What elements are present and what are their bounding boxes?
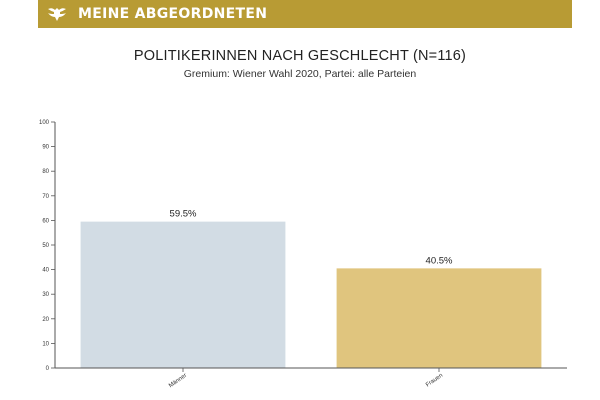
y-tick-label-20: 20 <box>42 317 49 323</box>
eagle-icon <box>48 8 66 21</box>
y-tick-label-70: 70 <box>42 194 49 200</box>
y-tick-label-60: 60 <box>42 218 49 224</box>
chart-subtitle: Gremium: Wiener Wahl 2020, Partei: alle … <box>183 68 417 80</box>
y-tick-label-90: 90 <box>42 145 49 151</box>
chart-title: POLITIKERINNEN NACH GESCHLECHT (N=116) <box>133 48 467 64</box>
y-tick-label-30: 30 <box>42 292 49 298</box>
y-tick-label-10: 10 <box>42 341 49 347</box>
x-tick-label-0: Männer <box>168 373 188 390</box>
brand-title: MEINE ABGEORDNETEN <box>78 6 268 22</box>
y-tick-label-80: 80 <box>42 169 49 175</box>
data-label-0: 59.5% <box>170 209 197 220</box>
y-tick-label-100: 100 <box>39 120 50 126</box>
bar-0 <box>80 221 286 368</box>
app-header: MEINE ABGEORDNETEN <box>38 0 572 28</box>
x-tick-label-1: Frauen <box>425 373 444 389</box>
y-tick-label-0: 0 <box>46 366 50 372</box>
y-tick-label-40: 40 <box>42 268 49 274</box>
bar-1 <box>336 268 542 368</box>
y-tick-label-50: 50 <box>42 243 49 249</box>
data-label-1: 40.5% <box>426 255 453 266</box>
